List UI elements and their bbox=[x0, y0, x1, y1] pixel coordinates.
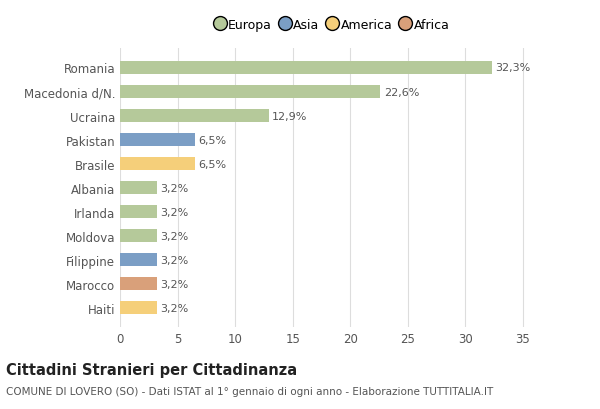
Bar bbox=[120, 134, 195, 147]
Text: 6,5%: 6,5% bbox=[198, 135, 226, 145]
Bar bbox=[120, 205, 157, 219]
Bar bbox=[120, 110, 269, 123]
Text: 6,5%: 6,5% bbox=[198, 159, 226, 169]
Legend: Europa, Asia, America, Africa: Europa, Asia, America, Africa bbox=[212, 13, 454, 36]
Bar bbox=[120, 254, 157, 267]
Bar bbox=[120, 157, 195, 171]
Text: COMUNE DI LOVERO (SO) - Dati ISTAT al 1° gennaio di ogni anno - Elaborazione TUT: COMUNE DI LOVERO (SO) - Dati ISTAT al 1°… bbox=[6, 387, 493, 396]
Text: Cittadini Stranieri per Cittadinanza: Cittadini Stranieri per Cittadinanza bbox=[6, 362, 297, 377]
Bar bbox=[120, 62, 492, 75]
Text: 3,2%: 3,2% bbox=[160, 183, 188, 193]
Bar bbox=[120, 301, 157, 315]
Text: 22,6%: 22,6% bbox=[383, 87, 419, 97]
Bar bbox=[120, 86, 380, 99]
Text: 3,2%: 3,2% bbox=[160, 231, 188, 241]
Bar bbox=[120, 277, 157, 290]
Text: 3,2%: 3,2% bbox=[160, 279, 188, 289]
Text: 3,2%: 3,2% bbox=[160, 255, 188, 265]
Text: 32,3%: 32,3% bbox=[496, 63, 530, 73]
Text: 12,9%: 12,9% bbox=[272, 111, 307, 121]
Bar bbox=[120, 229, 157, 243]
Text: 3,2%: 3,2% bbox=[160, 303, 188, 313]
Bar bbox=[120, 182, 157, 195]
Text: 3,2%: 3,2% bbox=[160, 207, 188, 217]
